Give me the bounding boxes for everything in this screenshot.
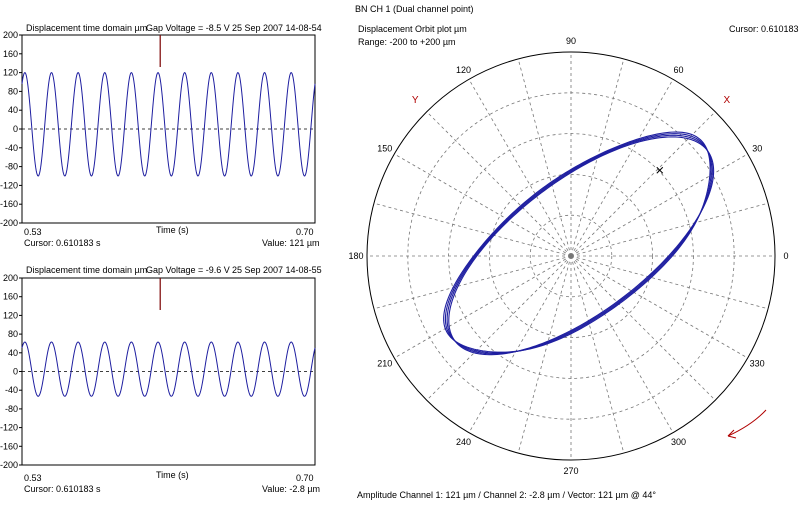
bottom-panel-ytick-label: -120 [0, 423, 18, 433]
top-panel-ytick-label: -40 [5, 143, 18, 153]
bottom-panel-x-start: 0.53 [24, 473, 42, 483]
orbit-trace [443, 131, 711, 353]
bottom-panel-ytick-label: 160 [3, 292, 18, 302]
bottom-panel-ytick-label: 40 [8, 348, 18, 358]
top-panel-ytick-label: 40 [8, 105, 18, 115]
orbit-x-probe-label: X [723, 95, 730, 106]
orbit-grid-ring [529, 214, 613, 298]
top-panel-ytick-label: -160 [0, 199, 18, 209]
top-panel-cursor: Cursor: 0.610183 s [24, 238, 101, 248]
top-panel-timestamp: 25 Sep 2007 14-08-54 [232, 23, 322, 33]
orbit-angle-label: 210 [377, 359, 392, 369]
bottom-panel-ytick-label: 200 [3, 273, 18, 283]
orbit-grid-spoke [570, 79, 674, 257]
orbit-angle-label: 0 [783, 251, 788, 261]
bottom-panel-ytick-label: -40 [5, 385, 18, 395]
orbit-footer: Amplitude Channel 1: 121 µm / Channel 2:… [357, 490, 656, 500]
orbit-angle-label: 330 [750, 359, 765, 369]
bottom-panel-ytick-label: -80 [5, 404, 18, 414]
bottom-panel-cursor: Cursor: 0.610183 s [24, 484, 101, 494]
orbit-range: Range: -200 to +200 µm [358, 37, 456, 47]
top-panel-waveform [21, 71, 316, 177]
orbit-grid-spoke [373, 255, 572, 310]
top-panel-x-start: 0.53 [24, 227, 42, 237]
orbit-grid-spoke [426, 255, 572, 401]
orbit-grid-spoke [394, 153, 572, 257]
orbit-grid-spoke [517, 58, 572, 257]
bottom-panel-x-end: 0.70 [296, 473, 314, 483]
top-panel-gap-voltage: Gap Voltage = -8.5 V [146, 23, 230, 33]
orbit-cursor: Cursor: 0.610183 s [729, 24, 800, 34]
top-panel-value: Value: 121 µm [262, 238, 320, 248]
orbit-grid-spoke [394, 255, 572, 359]
top-panel-ytick-label: -200 [0, 218, 18, 228]
orbit-angle-label: 90 [566, 36, 576, 46]
bottom-panel-gap-voltage: Gap Voltage = -9.6 V [146, 265, 230, 275]
orbit-grid-spoke [570, 255, 769, 310]
top-panel-xlabel: Time (s) [156, 225, 189, 235]
top-panel-title: Displacement time domain µm [26, 23, 148, 33]
orbit-angle-label: 180 [348, 251, 363, 261]
orbit-grid-spoke [570, 153, 748, 257]
orbit-grid-spoke [570, 58, 625, 257]
bottom-panel-timestamp: 25 Sep 2007 14-08-55 [232, 265, 322, 275]
window-title: BN CH 1 (Dual channel point) [355, 4, 474, 14]
orbit-grid-spoke [570, 255, 716, 401]
orbit-angle-label: 30 [752, 144, 762, 154]
orbit-grid-spoke [373, 202, 572, 257]
top-panel-ytick-label: 120 [3, 68, 18, 78]
rotation-arrow [727, 409, 767, 437]
orbit-grid-spoke [517, 255, 572, 454]
bottom-panel-ytick-label: 80 [8, 329, 18, 339]
orbit-angle-label: 240 [456, 437, 471, 447]
bottom-panel-title: Displacement time domain µm [26, 265, 148, 275]
top-panel-ytick-label: 160 [3, 49, 18, 59]
bottom-panel-value: Value: -2.8 µm [262, 484, 321, 494]
bottom-panel-ytick-label: -160 [0, 441, 18, 451]
orbit-grid-spoke [426, 111, 572, 257]
orbit-grid-ring [488, 173, 653, 338]
top-panel-ytick-label: 0 [13, 124, 18, 134]
top-panel-ytick-label: -120 [0, 180, 18, 190]
orbit-angle-label: 60 [673, 65, 683, 75]
top-panel-ytick-label: 80 [8, 86, 18, 96]
orbit-angle-label: 150 [377, 144, 392, 154]
orbit-title: Displacement Orbit plot µm [358, 24, 467, 34]
orbit-angle-label: 120 [456, 65, 471, 75]
top-panel-ytick-label: -80 [5, 162, 18, 172]
bottom-panel-ytick-label: -200 [0, 460, 18, 470]
orbit-y-probe-label: Y [412, 95, 419, 106]
bottom-panel-ytick-label: 120 [3, 310, 18, 320]
orbit-grid-spoke [468, 79, 572, 257]
orbit-grid-spoke [570, 255, 674, 433]
top-panel-x-end: 0.70 [296, 227, 314, 237]
bottom-panel-waveform [21, 341, 316, 397]
orbit-cursor-marker [656, 166, 664, 174]
orbit-angle-label: 270 [563, 466, 578, 476]
orbit-grid-spoke [570, 202, 769, 257]
top-panel-ytick-label: 200 [3, 30, 18, 40]
bottom-panel-ytick-label: 0 [13, 367, 18, 377]
orbit-angle-label: 300 [671, 437, 686, 447]
bottom-panel-xlabel: Time (s) [156, 470, 189, 480]
rotation-arrow-head [727, 429, 737, 439]
orbit-grid-spoke [468, 255, 572, 433]
orbit-grid-spoke [570, 255, 625, 454]
orbit-grid-spoke [570, 255, 748, 359]
